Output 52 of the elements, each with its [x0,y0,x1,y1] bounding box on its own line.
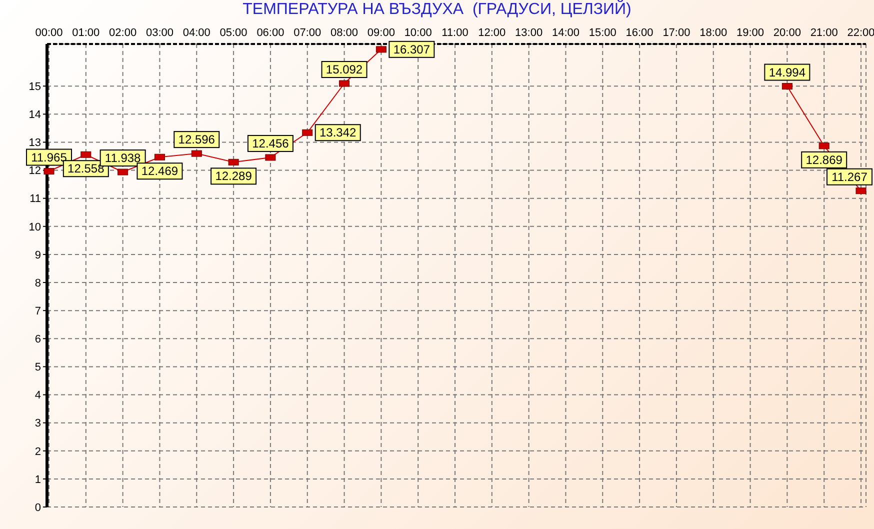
data-label: 12.596 [178,132,216,147]
x-tick-label: 00:00 [35,27,63,39]
data-label: 12.869 [806,152,843,167]
y-tick-label: 13 [28,137,41,150]
x-tick-label: 21:00 [810,27,838,39]
y-tick-label: 5 [34,362,41,374]
data-label: 11.938 [104,151,142,166]
data-label: 11.965 [31,150,68,164]
y-tick-label: 3 [34,418,41,430]
y-tick-label: 10 [28,221,41,234]
y-tick-label: 8 [34,277,41,290]
x-tick-label: 05:00 [220,27,248,39]
x-tick-label: 18:00 [700,27,728,39]
x-tick-label: 03:00 [146,27,174,39]
x-tick-label: 17:00 [662,27,690,39]
data-label: 15.092 [326,62,363,77]
y-tick-label: 9 [34,249,41,262]
data-label: 11.267 [832,170,868,184]
x-tick-label: 01:00 [72,27,100,39]
y-tick-label: 0 [34,502,41,514]
data-label: 12.289 [215,169,252,184]
y-tick-label: 14 [28,109,41,122]
x-tick-label: 07:00 [294,27,322,39]
data-label: 12.456 [252,136,290,150]
data-label: 12.558 [68,162,105,176]
y-tick-label: 1 [34,474,41,486]
x-tick-label: 09:00 [367,27,395,39]
x-tick-label: 13:00 [515,27,543,39]
x-tick-label: 19:00 [736,27,764,39]
x-tick-label: 14:00 [552,27,580,39]
y-tick-label: 4 [34,390,41,402]
x-tick-label: 15:00 [588,27,616,39]
x-tick-label: 10:00 [404,27,432,39]
data-label: 14.994 [768,65,806,80]
y-tick-label: 12 [28,165,41,178]
x-tick-label: 06:00 [256,27,284,39]
data-label: 16.307 [393,42,430,56]
x-tick-label: 04:00 [182,27,210,39]
x-tick-label: 11:00 [442,27,468,39]
x-tick-label: 20:00 [773,27,801,39]
x-tick-label: 02:00 [109,27,137,39]
x-tick-label: 22:00 [847,27,874,39]
x-tick-label: 12:00 [478,27,506,39]
y-tick-label: 6 [34,334,41,346]
y-tick-label: 15 [28,80,41,93]
y-tick-label: 7 [34,305,41,318]
data-label: 13.342 [320,126,357,140]
x-tick-label: 16:00 [626,27,654,39]
y-tick-label: 2 [34,446,41,458]
y-tick-label: 11 [30,193,41,206]
data-label: 12.469 [141,164,178,178]
x-tick-label: 08:00 [330,27,358,39]
